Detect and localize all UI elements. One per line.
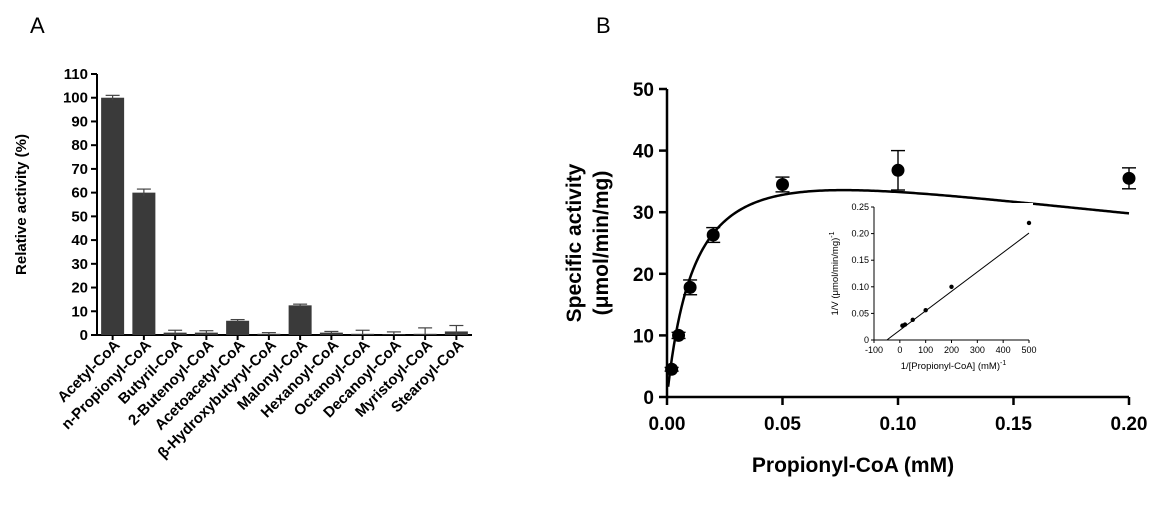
y-tick-label: 30 xyxy=(633,203,654,224)
y-tick-label: 80 xyxy=(71,137,88,154)
x-axis-title: Propionyl-CoA (mM) xyxy=(752,454,954,477)
y-tick-label: 30 xyxy=(71,256,88,273)
y-tick-label: 40 xyxy=(71,232,88,249)
data-point xyxy=(706,228,720,242)
data-point xyxy=(672,328,686,342)
y-tick-label: 90 xyxy=(71,113,88,130)
inset-x-tick-label: 300 xyxy=(970,345,985,355)
inset-regression-line xyxy=(886,232,1030,341)
y-tick-label: 20 xyxy=(633,265,654,286)
x-tick-label: 0.20 xyxy=(1111,414,1148,435)
inset-y-tick-label: 0 xyxy=(864,335,869,345)
inset-data-point xyxy=(902,322,908,327)
inset-data-point xyxy=(949,284,954,289)
inset-x-tick-label: 400 xyxy=(996,345,1011,355)
chart-b-specific-activity: 0 10 20 30 40 50 0.00 0.05 0.10 0.15 0.20 Propionyl… xyxy=(563,80,1147,477)
y-tick-label: 10 xyxy=(633,326,654,347)
inset-x-axis-title: 1/[Propionyl-CoA] (mM)-1 xyxy=(901,360,1007,372)
inset-y-tick-label: 0.10 xyxy=(851,282,869,292)
data-point xyxy=(665,362,679,376)
y-axis-title-line1: Specific activity xyxy=(563,163,586,322)
inset-background xyxy=(872,203,1033,342)
y-tick-label: 60 xyxy=(71,185,88,202)
data-point xyxy=(891,163,905,177)
x-tick-label: 0.15 xyxy=(995,414,1032,435)
inset-y-tick-label: 0.15 xyxy=(851,255,869,265)
y-tick-label: 20 xyxy=(71,280,88,297)
y-axis-title-line2: (μmol/min/mg) xyxy=(590,171,613,316)
inset-x-tick-label: 100 xyxy=(918,345,933,355)
bar-2 xyxy=(132,192,156,335)
y-tick-label: 50 xyxy=(71,208,88,225)
inset-data-point xyxy=(1026,220,1032,226)
inset-data-point xyxy=(910,317,915,322)
inset-y-axis-title: 1/V (μmol/min/mg)-1 xyxy=(829,231,841,315)
inset-data-point xyxy=(923,308,928,313)
fit-curve xyxy=(666,188,1130,387)
bar-5 xyxy=(226,320,250,335)
y-tick-label: 70 xyxy=(71,161,88,178)
y-tick-label: 10 xyxy=(71,303,88,320)
x-tick-label: 0.10 xyxy=(880,414,917,435)
y-tick-label: 40 xyxy=(633,142,654,163)
inset-y-tick-label: 0.20 xyxy=(851,229,869,239)
inset-y-axis-title-exponent: -1 xyxy=(829,231,836,237)
x-tick-label: 0.00 xyxy=(649,414,686,435)
y-tick-label: 0 xyxy=(643,388,654,409)
inset-x-tick-label: 200 xyxy=(944,345,959,355)
y-tick-label: 50 xyxy=(633,80,654,101)
data-point xyxy=(776,177,789,191)
chart-a-relative-activity: 0 10 20 30 40 50 60 70 80 90 100 110 Relative activi… xyxy=(13,66,472,462)
inset-x-tick-label: 500 xyxy=(1021,345,1036,355)
inset-x-tick-label: -100 xyxy=(865,345,883,355)
bar-7 xyxy=(288,305,312,335)
panel-a-letter: A xyxy=(30,13,45,38)
bar-1 xyxy=(101,97,125,336)
inset-x-axis-title-exponent: -1 xyxy=(1000,360,1006,367)
y-tick-label: 100 xyxy=(63,90,88,107)
inset-y-tick-label: 0.25 xyxy=(851,202,869,212)
panel-b-letter: B xyxy=(596,13,611,38)
y-tick-label: 0 xyxy=(80,327,88,344)
x-tick-label: 0.05 xyxy=(764,414,801,435)
data-point xyxy=(683,280,697,294)
chart-b-inset-lineweaver-burk: 00.050.100.150.200.25-100 0 100 200 300 400 50… xyxy=(829,202,1037,372)
y-tick-label: 110 xyxy=(64,66,88,83)
data-point xyxy=(1122,171,1136,185)
inset-y-tick-label: 0.05 xyxy=(851,308,869,318)
inset-x-tick-label: 0 xyxy=(897,345,902,355)
y-axis-title: Relative activity (%) xyxy=(13,134,30,275)
